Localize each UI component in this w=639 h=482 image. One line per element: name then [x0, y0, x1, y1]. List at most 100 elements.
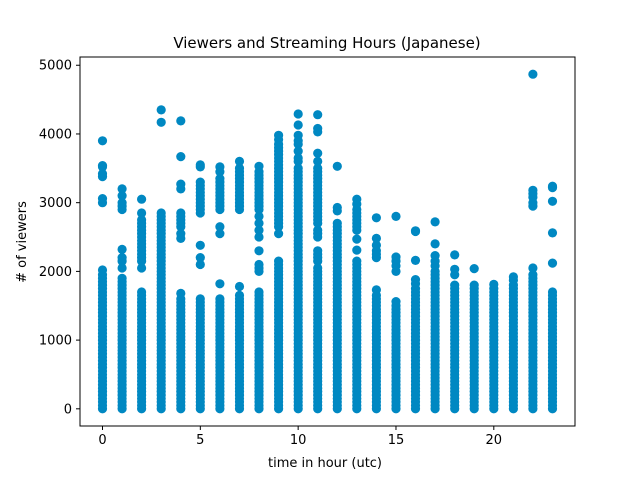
data-point [195, 208, 205, 218]
data-point [156, 117, 166, 127]
y-tick-label: 2000 [39, 265, 72, 280]
data-point [293, 156, 303, 166]
data-point [137, 404, 147, 414]
data-point [97, 162, 108, 172]
data-point [313, 110, 323, 120]
data-point [254, 404, 264, 414]
data-point [215, 204, 225, 215]
data-point [215, 167, 225, 177]
x-axis-label: time in hour (utc) [268, 456, 382, 471]
data-point [547, 404, 558, 414]
x-tick-label: 20 [486, 433, 503, 448]
data-point [97, 172, 108, 182]
data-point [313, 404, 323, 414]
data-point [430, 217, 440, 227]
y-tick-label: 5000 [39, 59, 72, 74]
data-point [430, 239, 440, 249]
data-point [117, 244, 127, 254]
data-point [450, 250, 460, 260]
data-point [528, 201, 538, 211]
data-point [313, 232, 323, 242]
data-point [176, 233, 186, 243]
data-point [391, 211, 401, 221]
data-point [137, 256, 147, 266]
data-point [137, 263, 147, 273]
y-axis-label: # of viewers [15, 201, 30, 283]
data-point [352, 225, 362, 235]
data-point [117, 404, 127, 414]
data-point [117, 184, 127, 194]
data-point [293, 139, 303, 149]
data-point [489, 404, 499, 414]
data-point [313, 156, 323, 166]
data-point [293, 120, 303, 130]
data-point [547, 196, 558, 206]
data-point [234, 281, 245, 292]
data-point [352, 234, 362, 244]
data-point [450, 270, 460, 280]
data-point [176, 404, 186, 414]
data-point [254, 266, 264, 276]
x-tick-label: 0 [98, 433, 106, 448]
data-point [274, 229, 284, 239]
data-point [97, 404, 108, 414]
data-point [313, 256, 323, 266]
data-point [234, 156, 245, 166]
chart-title: Viewers and Streaming Hours (Japanese) [173, 34, 480, 52]
plot-frame [79, 56, 576, 427]
data-point [547, 258, 558, 268]
y-tick-label: 3000 [39, 196, 72, 211]
x-tick-label: 15 [388, 433, 405, 448]
data-point [195, 404, 205, 414]
data-point [234, 204, 245, 215]
data-point [176, 222, 186, 232]
data-point [293, 146, 303, 156]
data-point [469, 404, 479, 414]
data-point [430, 404, 440, 414]
data-point [215, 404, 225, 414]
data-point [215, 222, 225, 232]
x-tick-label: 5 [196, 433, 204, 448]
data-points [97, 69, 558, 414]
data-point [410, 255, 421, 265]
axes: 0 5 10 15 20 0 1000 2000 3000 4000 5000 [39, 56, 576, 448]
data-point [352, 245, 362, 255]
data-point [547, 228, 558, 238]
data-point [176, 152, 186, 162]
data-point [254, 218, 264, 228]
data-point [508, 404, 518, 414]
data-point [97, 136, 108, 146]
data-point [450, 404, 460, 414]
data-point [195, 253, 205, 263]
data-point [215, 229, 225, 239]
data-point [528, 69, 538, 79]
data-point [391, 266, 401, 276]
data-point [371, 404, 381, 414]
data-point [176, 116, 186, 126]
data-point [117, 204, 127, 215]
data-point [293, 404, 303, 414]
data-point [254, 246, 264, 256]
data-point [410, 226, 421, 237]
data-point [371, 253, 381, 263]
data-point [313, 218, 323, 228]
data-point [313, 148, 323, 158]
data-point [176, 184, 186, 194]
data-point [352, 404, 362, 414]
data-point [137, 194, 147, 204]
data-point [254, 225, 264, 235]
data-point [547, 183, 558, 193]
data-point [117, 263, 127, 273]
data-point [274, 222, 284, 232]
data-point [332, 206, 342, 216]
y-tick-label: 1000 [39, 334, 72, 349]
data-point [215, 279, 225, 289]
data-point [195, 259, 205, 270]
data-point [410, 404, 421, 414]
data-point [117, 191, 127, 201]
data-point [234, 404, 245, 414]
data-point [469, 264, 479, 274]
data-point [156, 105, 166, 115]
data-point [117, 256, 127, 266]
